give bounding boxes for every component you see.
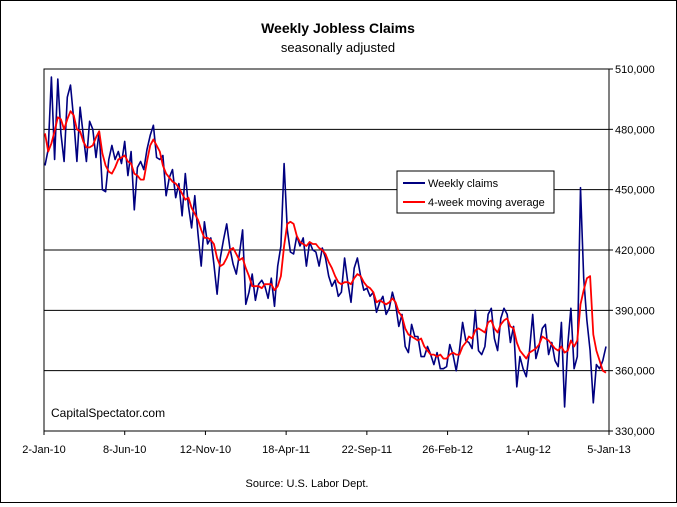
y-tick-label: 450,000 (615, 185, 655, 197)
watermark-text: CapitalSpectator.com (51, 406, 165, 420)
x-tick-label: 26-Feb-12 (422, 444, 473, 456)
plot-area-border (43, 68, 610, 432)
y-tick-label: 420,000 (615, 245, 655, 257)
x-tick-label: 18-Apr-11 (262, 444, 310, 456)
legend: Weekly claims 4-week moving average (396, 170, 555, 214)
x-tick-label: 2-Jan-10 (22, 444, 65, 456)
y-tick-label: 510,000 (615, 64, 655, 76)
chart-subtitle: seasonally adjusted (281, 40, 395, 55)
legend-label-moving-average: 4-week moving average (428, 197, 545, 209)
chart-title: Weekly Jobless Claims (261, 20, 415, 36)
source-note: Source: U.S. Labor Dept. (246, 478, 369, 490)
x-tick-label: 12-Nov-10 (180, 444, 231, 456)
y-tick-label: 360,000 (615, 366, 655, 378)
series-line-moving-average (44, 110, 607, 374)
y-axis-tick-labels: 510,000 480,000 450,000 420,000 390,000 360,0… (609, 64, 655, 438)
x-tick-label: 22-Sep-11 (342, 444, 393, 456)
x-axis-tick-labels: 2-Jan-10 8-Jun-10 12-Nov-10 18-Apr-11 22-Sep… (22, 431, 631, 456)
x-tick-label: 1-Aug-12 (506, 444, 551, 456)
y-tick-label: 390,000 (615, 305, 655, 317)
legend-box (396, 170, 555, 214)
x-tick-label: 8-Jun-10 (103, 444, 146, 456)
legend-label-weekly-claims: Weekly claims (428, 178, 499, 190)
y-tick-label: 330,000 (615, 426, 655, 438)
x-tick-label: 5-Jan-13 (587, 444, 630, 456)
series-lines (44, 76, 607, 408)
series-line-weekly-claims (44, 76, 607, 408)
y-tick-label: 480,000 (615, 124, 655, 136)
